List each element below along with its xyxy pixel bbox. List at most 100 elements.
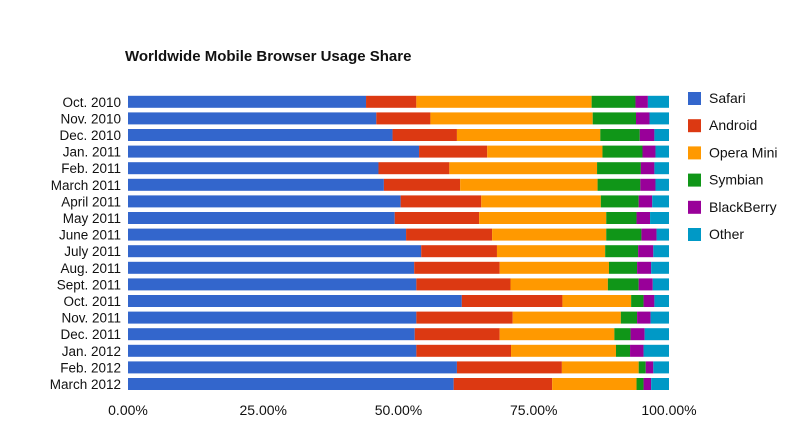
bar-blackberry-may-2011 bbox=[636, 212, 651, 224]
category-label-nov-2010: Nov. 2010 bbox=[60, 111, 121, 126]
bar-symbian-dec-2011 bbox=[614, 328, 631, 341]
bar-blackberry-march-2012 bbox=[643, 378, 652, 390]
legend: Safari Android Opera Mini Symbian BlackBerry… bbox=[688, 90, 777, 242]
bar-safari-dec-2010 bbox=[128, 129, 393, 141]
bar-blackberry-dec-2010 bbox=[639, 129, 655, 141]
bar-android-dec-2010 bbox=[392, 129, 457, 141]
bar-symbian-oct-2011 bbox=[631, 295, 644, 307]
bar-symbian-may-2011 bbox=[606, 212, 637, 224]
bar-safari-oct-2011 bbox=[128, 295, 462, 307]
bar-blackberry-nov-2010 bbox=[636, 112, 650, 125]
bar-opera-mini-dec-2010 bbox=[456, 129, 601, 141]
x-tick-label: 50.00% bbox=[375, 402, 422, 418]
bar-safari-feb-2012 bbox=[128, 361, 457, 374]
bar-safari-march-2011 bbox=[128, 178, 384, 191]
category-label-dec-2011: Dec. 2011 bbox=[60, 327, 121, 342]
bar-other-nov-2010 bbox=[649, 112, 669, 125]
bar-blackberry-sept-2011 bbox=[638, 278, 653, 291]
bar-symbian-feb-2012 bbox=[638, 361, 646, 374]
bar-android-sept-2011 bbox=[416, 278, 511, 291]
bar-opera-mini-jan-2011 bbox=[487, 145, 603, 158]
bar-safari-april-2011 bbox=[128, 195, 401, 208]
bar-blackberry-feb-2012 bbox=[645, 361, 654, 374]
category-label-aug-2011: Aug. 2011 bbox=[60, 261, 121, 276]
bar-other-oct-2011 bbox=[654, 295, 669, 307]
bar-opera-mini-march-2011 bbox=[460, 178, 598, 191]
category-label-nov-2011: Nov. 2011 bbox=[61, 311, 121, 326]
bar-android-march-2012 bbox=[453, 378, 553, 390]
bar-symbian-aug-2011 bbox=[608, 261, 638, 274]
bar-blackberry-feb-2011 bbox=[640, 162, 655, 175]
bar-safari-july-2011 bbox=[128, 245, 422, 258]
category-label-march-2012: March 2012 bbox=[50, 377, 121, 392]
category-label-may-2011: May 2011 bbox=[63, 211, 121, 226]
bar-android-feb-2012 bbox=[456, 361, 562, 374]
bar-other-march-2012 bbox=[651, 378, 669, 390]
x-tick-label: 75.00% bbox=[510, 402, 557, 418]
bar-blackberry-march-2011 bbox=[640, 178, 656, 191]
bar-symbian-jan-2011 bbox=[602, 145, 643, 158]
bar-opera-mini-march-2012 bbox=[552, 378, 637, 390]
bar-android-nov-2011 bbox=[416, 311, 513, 324]
category-label-oct-2010: Oct. 2010 bbox=[62, 95, 121, 110]
legend-swatch-blackberry bbox=[688, 200, 701, 214]
legend-label-blackberry: BlackBerry bbox=[709, 199, 777, 215]
bar-safari-sept-2011 bbox=[128, 278, 417, 291]
bar-opera-mini-nov-2010 bbox=[430, 112, 593, 125]
bar-safari-nov-2011 bbox=[128, 311, 417, 324]
bar-other-nov-2011 bbox=[650, 311, 669, 324]
bar-blackberry-jan-2011 bbox=[642, 145, 656, 158]
bar-android-aug-2011 bbox=[414, 261, 500, 274]
legend-label-other: Other bbox=[709, 226, 744, 242]
category-label-jan-2012: Jan. 2012 bbox=[62, 344, 121, 359]
bar-other-june-2011 bbox=[656, 228, 669, 241]
bar-other-feb-2012 bbox=[653, 361, 669, 374]
bar-safari-june-2011 bbox=[128, 228, 407, 241]
bar-android-dec-2011 bbox=[414, 328, 500, 341]
bar-android-oct-2011 bbox=[461, 295, 563, 307]
bar-opera-mini-april-2011 bbox=[481, 195, 601, 208]
bar-other-feb-2011 bbox=[654, 162, 669, 175]
bars-group bbox=[128, 95, 669, 390]
bar-android-june-2011 bbox=[406, 228, 493, 241]
bar-opera-mini-oct-2010 bbox=[416, 95, 592, 108]
bar-symbian-sept-2011 bbox=[607, 278, 639, 291]
category-label-april-2011: April 2011 bbox=[61, 194, 121, 209]
bar-symbian-april-2011 bbox=[600, 195, 639, 208]
legend-swatch-android bbox=[688, 119, 701, 133]
legend-swatch-symbian bbox=[688, 173, 701, 187]
legend-swatch-other bbox=[688, 228, 701, 241]
bar-blackberry-oct-2010 bbox=[635, 95, 648, 108]
bar-other-july-2011 bbox=[653, 245, 669, 258]
bar-android-feb-2011 bbox=[378, 162, 450, 175]
bar-opera-mini-feb-2011 bbox=[449, 162, 598, 175]
bar-symbian-june-2011 bbox=[606, 228, 642, 241]
bar-safari-jan-2012 bbox=[128, 344, 417, 357]
legend-label-android: Android bbox=[709, 117, 757, 133]
bar-symbian-nov-2011 bbox=[620, 311, 638, 324]
bar-symbian-nov-2010 bbox=[592, 112, 636, 125]
bar-symbian-march-2011 bbox=[597, 178, 641, 191]
bar-safari-jan-2011 bbox=[128, 145, 420, 158]
category-label-march-2011: March 2011 bbox=[51, 178, 121, 193]
bar-symbian-july-2011 bbox=[605, 245, 639, 258]
bar-safari-march-2012 bbox=[128, 378, 454, 390]
bar-opera-mini-jan-2012 bbox=[511, 344, 616, 357]
bar-symbian-jan-2012 bbox=[615, 344, 631, 357]
bar-other-jan-2011 bbox=[655, 145, 669, 158]
bar-other-jan-2012 bbox=[643, 344, 669, 357]
bar-other-aug-2011 bbox=[651, 261, 669, 274]
bar-android-oct-2010 bbox=[366, 95, 417, 108]
legend-label-opera-mini: Opera Mini bbox=[709, 144, 777, 160]
bar-other-march-2011 bbox=[655, 178, 669, 191]
x-tick-label: 25.00% bbox=[240, 402, 287, 418]
bar-blackberry-jan-2012 bbox=[630, 344, 644, 357]
bar-android-jan-2012 bbox=[416, 344, 512, 357]
bar-android-jan-2011 bbox=[419, 145, 488, 158]
bar-blackberry-june-2011 bbox=[641, 228, 657, 241]
bar-opera-mini-aug-2011 bbox=[499, 261, 609, 274]
chart-title: Worldwide Mobile Browser Usage Share bbox=[125, 48, 411, 65]
bar-blackberry-april-2011 bbox=[638, 195, 653, 208]
category-label-feb-2011: Feb. 2011 bbox=[61, 161, 121, 176]
